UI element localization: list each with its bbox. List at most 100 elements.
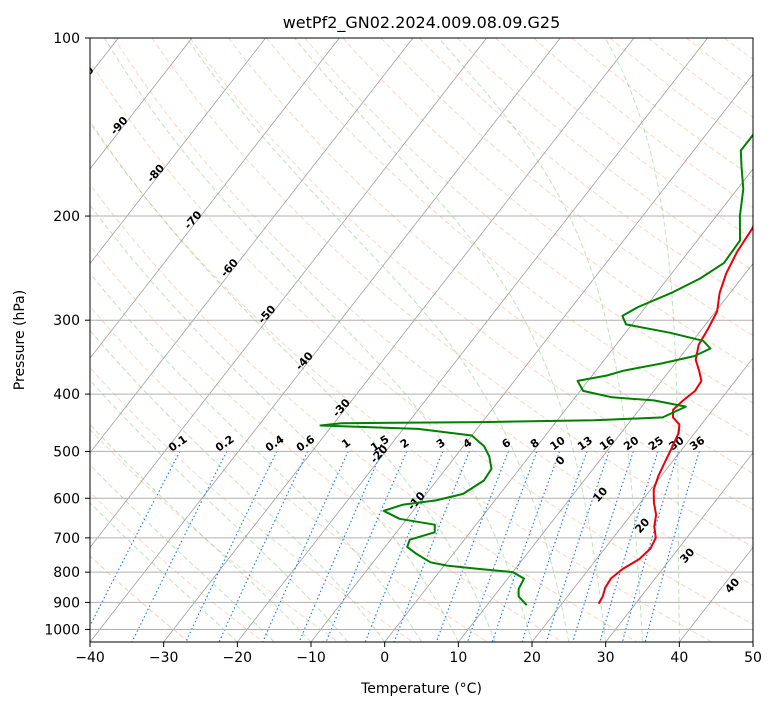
- moist-adiabat-line: [186, 38, 570, 642]
- isotherm-line: [605, 452, 753, 642]
- dry-adiabat-line: [90, 244, 563, 642]
- pressure-gridlines: [90, 38, 753, 630]
- dry-adiabat-line: [90, 60, 753, 625]
- isotherm-label: -70: [182, 208, 205, 232]
- moist-adiabat-line: [604, 38, 680, 642]
- dry-adiabat-line: [418, 38, 753, 304]
- mixing-ratio-line: [262, 451, 349, 642]
- mixing-ratio-line: [521, 451, 588, 642]
- moist-adiabat-line: [104, 38, 533, 642]
- dry-adiabat-line: [151, 38, 753, 548]
- isotherm-label: -50: [255, 302, 278, 326]
- dry-adiabat-line: [380, 38, 753, 337]
- x-tick-label: 30: [597, 650, 615, 666]
- isotherm-label: 20: [632, 515, 652, 535]
- x-axis-label: Temperature (°C): [360, 681, 482, 697]
- mixing-ratio-label: 3: [434, 436, 448, 451]
- isotherm-label: -90: [108, 114, 131, 138]
- isotherm-line: [531, 357, 753, 642]
- dry-adiabat-line: [90, 366, 414, 642]
- line-labels: 0.1 0.2 0.4 0.6 1 1.5 2 3 4 6 8 10 13 16 20 25 30 36-100-…: [69, 63, 743, 595]
- isotherm-label: -30: [330, 396, 353, 420]
- isotherm-line: [458, 262, 753, 642]
- y-tick-label: 200: [53, 209, 80, 225]
- dry-adiabat-line: [113, 38, 753, 586]
- isotherm-label: 10: [590, 484, 610, 504]
- mixing-ratio-line: [572, 451, 634, 642]
- dry-adiabat-line: [495, 38, 753, 240]
- isotherm-line: [90, 38, 414, 454]
- dewpoint-profile-line: [319, 133, 753, 606]
- dry-adiabat-line: [304, 38, 753, 404]
- mixing-ratio-line: [466, 451, 538, 642]
- isotherm-label: 40: [722, 575, 742, 595]
- dry-adiabat-line: [763, 38, 775, 642]
- mixing-ratio-label: 1: [339, 436, 353, 451]
- mixing-ratio-label: 13: [575, 434, 595, 453]
- mixing-ratio-line: [90, 451, 181, 627]
- moist-adiabat-line: [438, 38, 643, 642]
- moist-adiabat-line: [90, 272, 422, 642]
- mixing-ratio-line: [599, 451, 659, 642]
- dry-adiabat-line: [90, 122, 712, 642]
- isotherm-line: [237, 38, 708, 642]
- temperature-profile-line: [597, 224, 753, 605]
- isotherm-line: [90, 38, 561, 642]
- dry-adiabat-line: [90, 428, 339, 642]
- x-tick-label: −10: [296, 650, 326, 666]
- y-tick-label: 600: [53, 491, 80, 507]
- isotherm-line: [90, 38, 193, 170]
- moist-adiabat-line: [294, 38, 607, 642]
- isotherm-label: 30: [677, 545, 697, 565]
- moist-adiabat-line: [90, 120, 496, 642]
- isotherm-line: [163, 38, 635, 642]
- isotherm-line: [90, 38, 340, 359]
- mixing-ratio-line: [644, 451, 700, 642]
- moist-adiabat-line: [90, 464, 275, 642]
- x-tick-label: 20: [523, 650, 541, 666]
- x-tick-label: −30: [149, 650, 179, 666]
- dry-adiabat-line: [342, 38, 753, 370]
- dry-adiabat-line: [533, 38, 753, 209]
- y-tick-label: 300: [53, 313, 80, 329]
- mixing-ratio-line: [131, 451, 228, 642]
- moist-adiabat-line: [90, 379, 349, 642]
- mixing-ratio-label: 25: [646, 434, 666, 453]
- y-tick-label: 800: [53, 565, 80, 581]
- y-tick-label: 100: [53, 31, 80, 47]
- x-tick-label: 0: [380, 650, 389, 666]
- mixing-ratio-line: [435, 451, 509, 642]
- isotherm-line: [90, 38, 487, 549]
- isotherm-line: [90, 38, 266, 265]
- dry-adiabat-line: [571, 38, 753, 178]
- x-tick-label: 10: [449, 650, 467, 666]
- mixing-ratio-label: 4: [461, 436, 475, 451]
- y-tick-label: 500: [53, 444, 80, 460]
- mixing-ratio-label: 6: [500, 436, 514, 451]
- y-axis: 100 200 300 400 500 600 700 800 900 1000: [44, 31, 90, 638]
- isotherm-line: [384, 168, 753, 642]
- y-tick-label: 900: [53, 595, 80, 611]
- plot-frame: [89, 37, 754, 643]
- x-tick-label: 40: [670, 650, 688, 666]
- y-tick-label: 1000: [44, 622, 80, 638]
- profile-lines: [319, 133, 753, 606]
- mixing-ratio-label: 36: [687, 434, 707, 454]
- isotherm-line: [310, 73, 753, 642]
- x-tick-label: −40: [75, 650, 105, 666]
- mixing-ratio-label: 10: [548, 434, 568, 454]
- isotherm-label: -100: [69, 63, 97, 92]
- dry-adiabat-line: [90, 491, 264, 642]
- mixing-ratio-line: [325, 451, 408, 642]
- mixing-ratio-line: [218, 451, 309, 642]
- dry-adiabat-line: [647, 38, 753, 118]
- y-tick-label: 400: [53, 387, 80, 403]
- dry-adiabat-line: [90, 183, 638, 642]
- dry-adiabat-line: [189, 38, 753, 511]
- mixing-ratio-label: 16: [597, 434, 617, 454]
- mixing-ratio-line: [185, 451, 278, 642]
- dry-adiabat-line: [90, 305, 488, 642]
- y-axis-label: Pressure (hPa): [12, 290, 28, 390]
- dry-adiabat-line: [266, 38, 753, 439]
